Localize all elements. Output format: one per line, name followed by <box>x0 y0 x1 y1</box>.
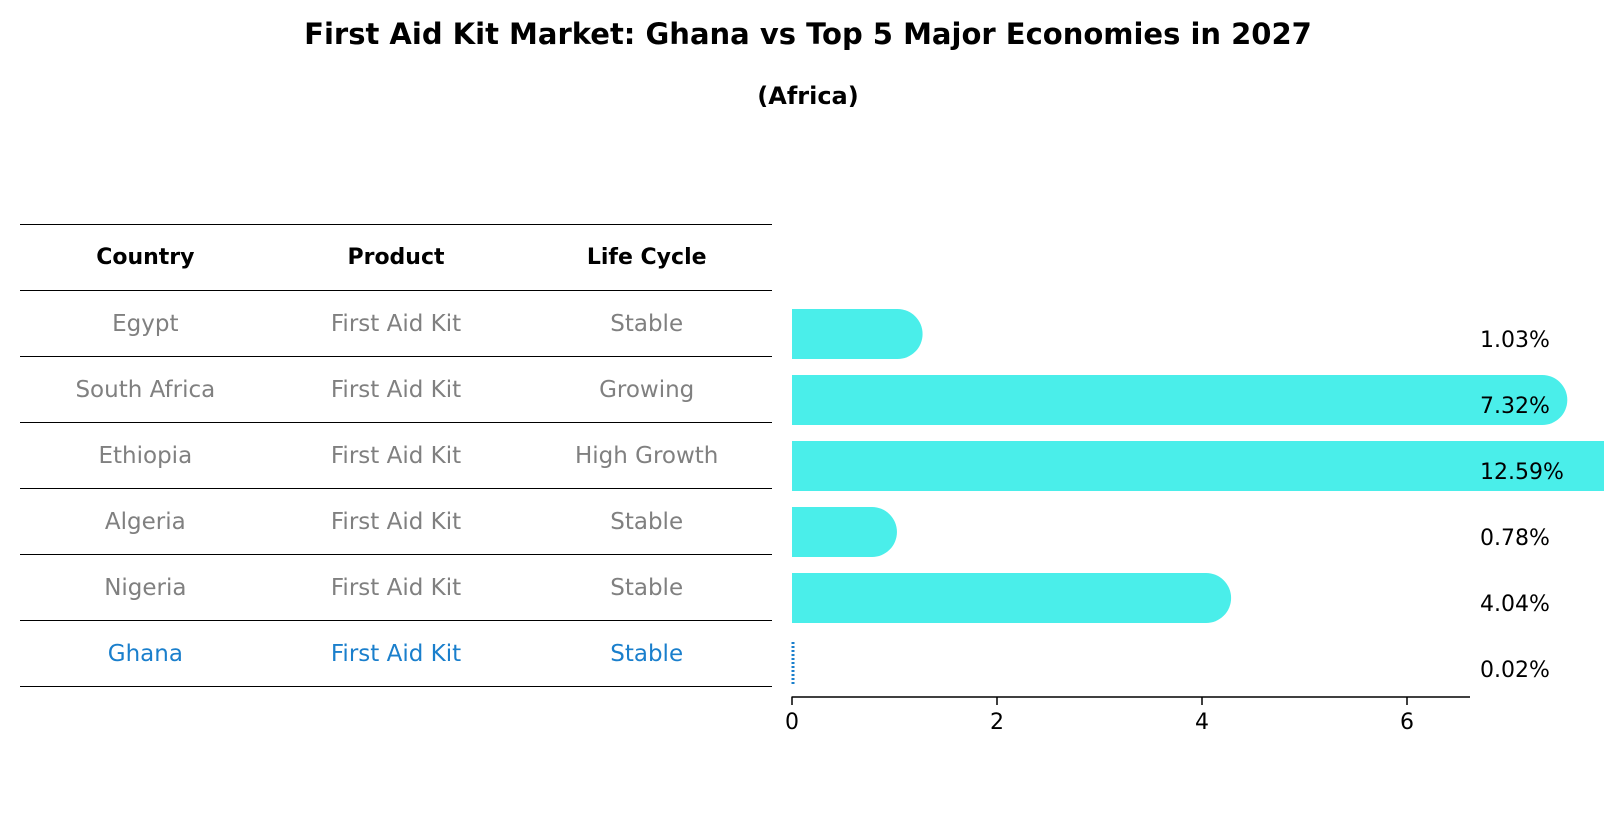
bar <box>792 375 1568 425</box>
bar-value-label: 4.04% <box>1480 592 1550 617</box>
product-cell: First Aid Kit <box>330 574 462 601</box>
bar <box>792 441 1604 491</box>
country-cell: Algeria <box>104 508 186 535</box>
bar <box>792 573 1232 623</box>
life-cycle-cell: Stable <box>610 508 684 535</box>
country-cell: Egypt <box>112 310 179 337</box>
life-cycle-cell: Stable <box>610 640 684 667</box>
bar <box>792 309 923 359</box>
bar-value-label: 12.59% <box>1480 460 1564 485</box>
country-cell: South Africa <box>75 376 216 403</box>
life-cycle-cell: Stable <box>610 310 684 337</box>
life-cycle-cell: High Growth <box>574 442 719 469</box>
bar <box>792 507 897 557</box>
table-header-row: Country Product Life Cycle <box>20 225 772 291</box>
column-header-country: Country <box>96 245 195 270</box>
country-cell: Ghana <box>107 640 183 667</box>
chart-title: First Aid Kit Market: Ghana vs Top 5 Maj… <box>304 17 1312 51</box>
life-cycle-cell: Growing <box>599 376 695 403</box>
column-header-life-cycle: Life Cycle <box>586 245 707 270</box>
bar-value-label: 0.78% <box>1480 526 1550 551</box>
table-row: Ethiopia First Aid Kit High Growth <box>20 423 772 489</box>
product-cell: First Aid Kit <box>330 376 462 403</box>
country-table: Country Product Life Cycle Egypt First A… <box>20 224 772 687</box>
life-cycle-cell: Stable <box>610 574 684 601</box>
x-tick-label: 0 <box>785 710 799 735</box>
x-tick-label: 4 <box>1195 710 1209 735</box>
bar-value-label: 7.32% <box>1480 394 1550 419</box>
x-tick-label: 2 <box>990 710 1004 735</box>
product-cell: First Aid Kit <box>330 508 462 535</box>
product-cell: First Aid Kit <box>330 310 462 337</box>
table-row-highlighted: Ghana First Aid Kit Stable <box>20 621 772 687</box>
bar-value-label: 1.03% <box>1480 328 1550 353</box>
table-row: South Africa First Aid Kit Growing <box>20 357 772 423</box>
table-row: Nigeria First Aid Kit Stable <box>20 555 772 621</box>
bar-value-label: 0.02% <box>1480 658 1550 683</box>
table-row: Algeria First Aid Kit Stable <box>20 489 772 555</box>
country-cell: Ethiopia <box>98 442 193 469</box>
country-cell: Nigeria <box>104 574 187 601</box>
chart-subtitle: (Africa) <box>757 82 859 110</box>
product-cell: First Aid Kit <box>330 442 462 469</box>
x-tick-label: 6 <box>1400 710 1414 735</box>
product-cell: First Aid Kit <box>330 640 462 667</box>
table-row: Egypt First Aid Kit Stable <box>20 291 772 357</box>
column-header-product: Product <box>347 245 445 270</box>
